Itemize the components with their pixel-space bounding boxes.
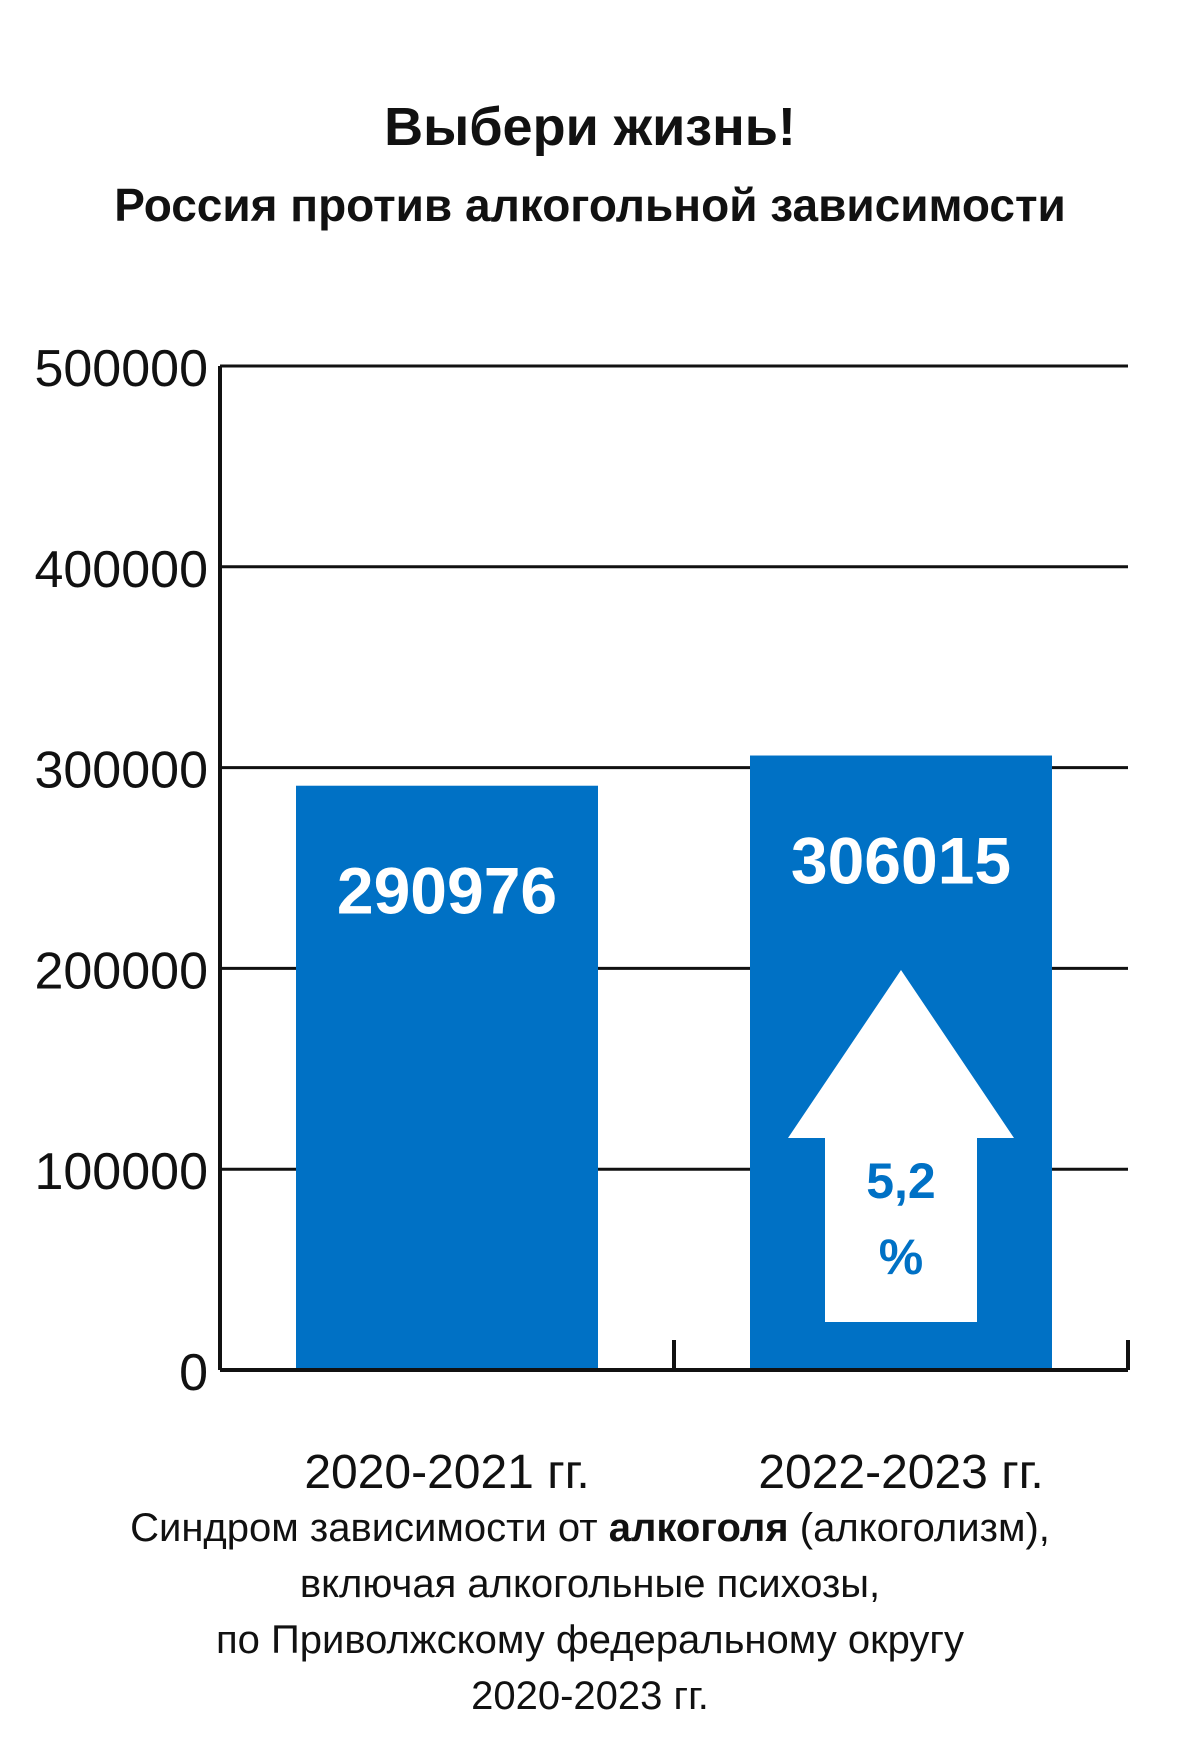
up-arrow-icon [788,970,1014,1322]
bar-chart: 0 100000 200000 300000 400000 500000 290976 202… [34,340,1130,1490]
y-tick-label: 100000 [34,1143,208,1201]
caption-line-2: включая алкогольные психозы, [299,1562,881,1606]
y-tick-label: 400000 [34,541,208,599]
y-tick-label: 200000 [34,942,208,1000]
caption-line-4: 2020-2023 гг. [471,1674,709,1718]
bar-value-label: 290976 [337,854,557,928]
change-unit-label: % [879,1229,923,1285]
bar [296,785,598,1370]
y-tick-label: 500000 [34,340,208,398]
change-value-label: 5,2 [866,1153,936,1209]
caption-line-1: Синдром зависимости от алкоголя (алкогол… [0,1500,1180,1556]
caption-line-1-end: (алкоголизм), [788,1506,1050,1550]
caption-line-3: по Приволжскому федеральному округу [216,1618,964,1662]
y-tick-label: 0 [179,1344,208,1402]
bar-value-label: 306015 [791,824,1011,898]
chart-title: Выбери жизнь! [384,97,796,157]
chart-subtitle: Россия против алкогольной зависимости [114,179,1066,231]
chart-caption: Синдром зависимости от алкоголя (алкогол… [0,1500,1180,1724]
caption-line-1-start: Синдром зависимости от [130,1506,609,1550]
caption-line-1-bold: алкоголя [608,1506,789,1550]
x-tick-label: 2022-2023 гг. [758,1446,1043,1490]
x-tick-label: 2020-2021 гг. [304,1446,589,1490]
chart-header: Выбери жизнь! Россия против алкогольной … [0,95,1180,233]
y-tick-label: 300000 [34,742,208,800]
